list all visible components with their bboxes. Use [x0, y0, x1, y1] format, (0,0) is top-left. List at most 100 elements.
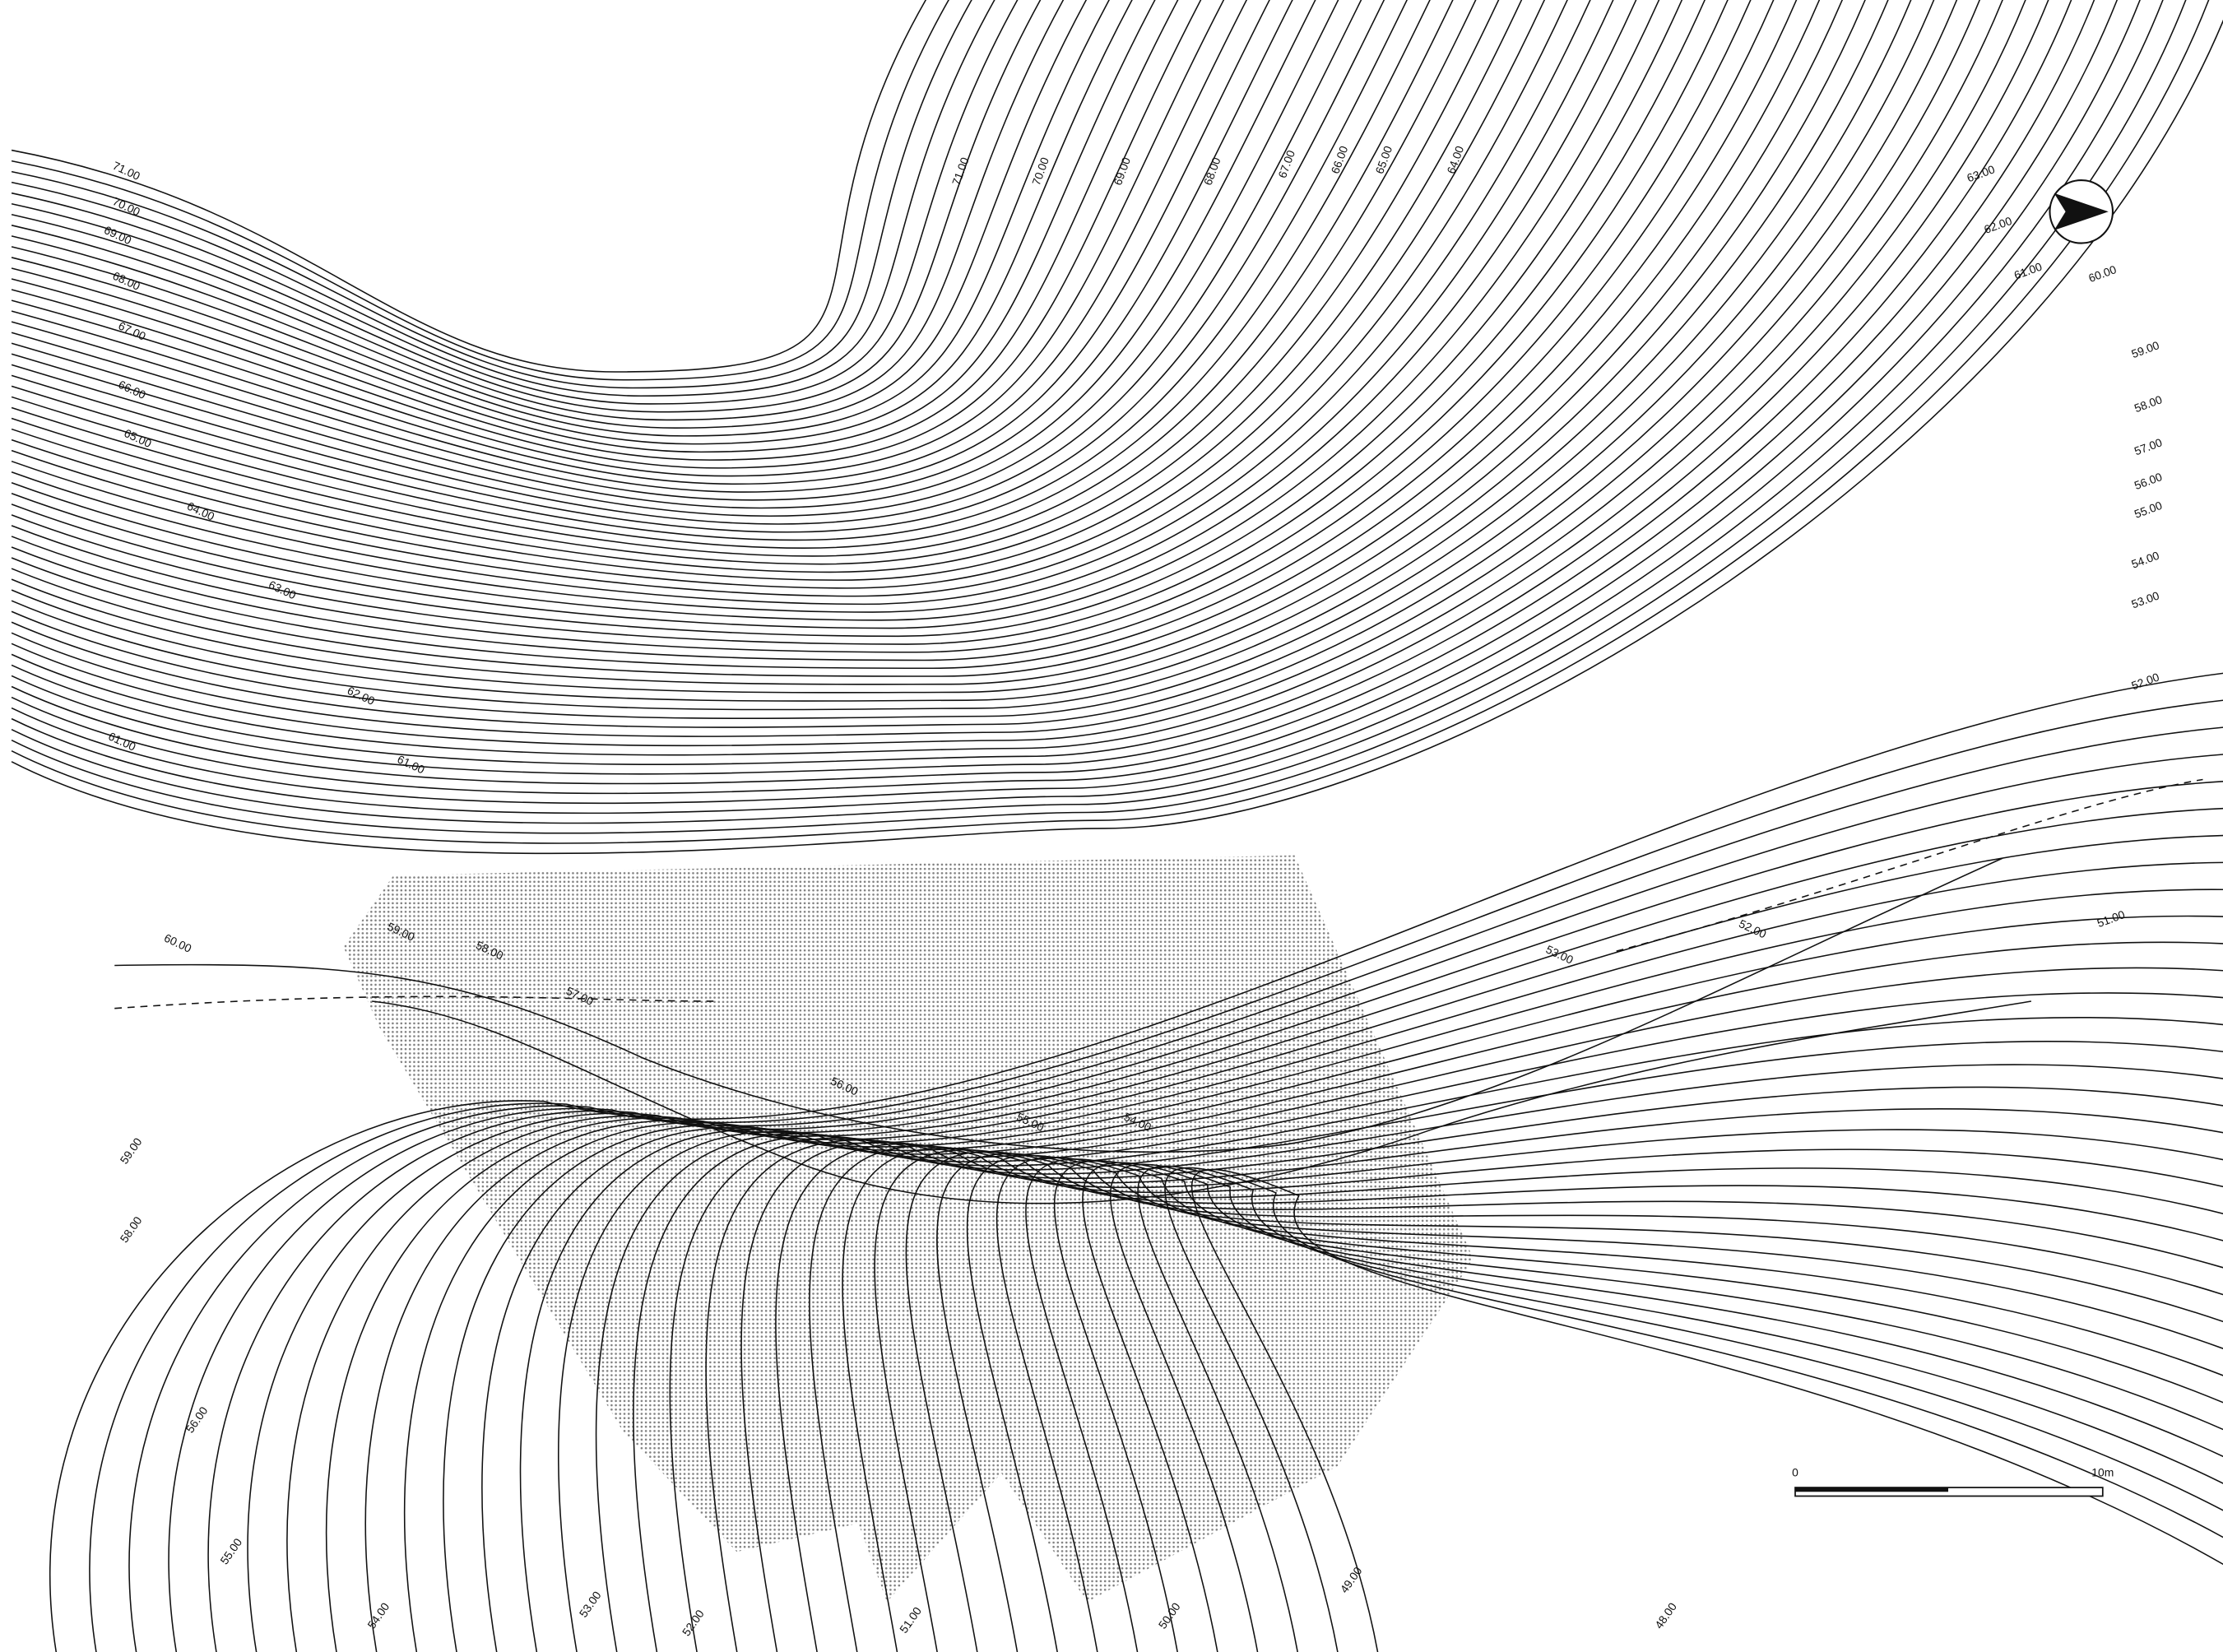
contour-line: [11, 0, 1065, 421]
contour-line: [705, 1108, 2223, 1652]
contour-line: [11, 0, 1752, 661]
contour-line: [11, 0, 1568, 597]
road-edge: [372, 1000, 2032, 1204]
contour-line: [1082, 1162, 2223, 1652]
contour-line: [11, 0, 1591, 606]
contour-line: [11, 0, 1225, 477]
contour-label: 56.00: [183, 1404, 210, 1436]
contour-line: [11, 0, 1523, 581]
contour-line: [11, 0, 1912, 720]
contour-line: [11, 0, 1362, 525]
contour-label: 62.00: [1982, 214, 2013, 236]
contour-line: [11, 0, 1683, 638]
contour-line: [11, 0, 1614, 613]
contour-line: [995, 1156, 2223, 1652]
contour-line: [11, 0, 1477, 565]
contour-line: [11, 0, 1798, 677]
contour-line: [775, 1143, 2223, 1652]
contour-line: [936, 1153, 2223, 1652]
contour-line: [633, 1064, 2223, 1652]
contour-label: 52.00: [1737, 916, 1769, 940]
contour-label: 60.00: [2086, 262, 2118, 285]
contour-line: [11, 0, 1339, 517]
contour-line: [11, 0, 1500, 573]
contour-label: 69.00: [1111, 155, 1133, 187]
boundary: [114, 778, 2203, 1009]
contour-line: [11, 0, 1019, 405]
contour-label: 52.00: [2129, 670, 2160, 692]
contour-label: 69.00: [102, 223, 134, 247]
contour-label: 48.00: [1652, 1600, 1679, 1631]
contour-label: 55.00: [217, 1535, 244, 1566]
contour-label: 58.00: [2133, 392, 2164, 415]
contour-line: [11, 0, 1958, 737]
contour-label: 64.00: [185, 499, 217, 523]
contour-line: [11, 0, 2187, 834]
contour-line: [669, 1086, 2223, 1652]
contour-label: 53.00: [577, 1589, 604, 1620]
contour-label: 55.00: [2133, 499, 2164, 521]
contour-line: [11, 19, 2223, 855]
contour-label: 54.00: [364, 1600, 392, 1631]
contour-label: 57.00: [2133, 435, 2164, 457]
contour-line: [11, 0, 2072, 785]
shaded-area: [343, 855, 1473, 1603]
scale-start: 0: [1792, 1465, 1798, 1478]
contour-line: [11, 0, 1316, 509]
contour-line: [207, 781, 2223, 1652]
contour-label: 53.00: [2129, 588, 2160, 610]
scale-end: 10m: [2091, 1465, 2114, 1478]
contour-label: 67.00: [117, 319, 149, 343]
contour-line: [11, 0, 1293, 501]
contour-line: [11, 0, 1637, 621]
contour-line: [966, 1154, 2223, 1652]
contour-line: [11, 0, 1843, 694]
contour-line: [11, 0, 1889, 711]
contour-line: [905, 1151, 2223, 1652]
road-edge: [114, 857, 2003, 1153]
contour-line: [11, 0, 1179, 461]
contour-line: [11, 0, 2049, 775]
contour-line: [11, 0, 1660, 629]
contour-line: [11, 0, 2164, 824]
contour-line: [11, 0, 927, 373]
contour-line: [842, 1147, 2223, 1652]
contour-line: [11, 0, 1866, 702]
contour-line: [11, 0, 1042, 413]
contour-line: [89, 699, 2223, 1652]
contour-label: 51.00: [2095, 907, 2127, 930]
contour-line: [11, 0, 995, 397]
contour-label: 56.00: [2133, 470, 2164, 492]
contour-label: 65.00: [1372, 144, 1395, 175]
contour-line: [809, 1145, 2223, 1652]
contour-label: 67.00: [1275, 148, 1297, 179]
contour-label: 50.00: [1156, 1600, 1183, 1631]
contour-label: 60.00: [162, 931, 194, 955]
contour-line: [11, 0, 1111, 437]
contour-line: [11, 0, 2095, 795]
contour-label: 63.00: [1965, 162, 1997, 184]
contour-line: [11, 0, 1431, 549]
contour-label: 68.00: [1201, 155, 1223, 187]
contour-line: [1137, 1165, 2223, 1652]
contour-line: [11, 0, 972, 389]
contour-label: 70.00: [1029, 155, 1051, 187]
contour-label: 54.00: [2129, 549, 2160, 571]
contour-label: 61.00: [2012, 260, 2044, 282]
north-arrow: [2049, 179, 2114, 244]
contour-label: 71.00: [949, 155, 972, 187]
contour-line: [11, 0, 950, 381]
contours: [11, 0, 2223, 1652]
contour-line: [11, 0, 1088, 429]
contour-line: [874, 1149, 2223, 1652]
contour-line: [11, 0, 1202, 469]
contour-line: [1190, 1168, 2223, 1652]
contour-label: 59.00: [2129, 338, 2160, 360]
contour-line: [11, 0, 1775, 670]
contour-label: 59.00: [117, 1135, 144, 1167]
contour-line: [443, 941, 2223, 1652]
contour-line: [11, 0, 1935, 728]
contour-line: [11, 0, 1546, 589]
